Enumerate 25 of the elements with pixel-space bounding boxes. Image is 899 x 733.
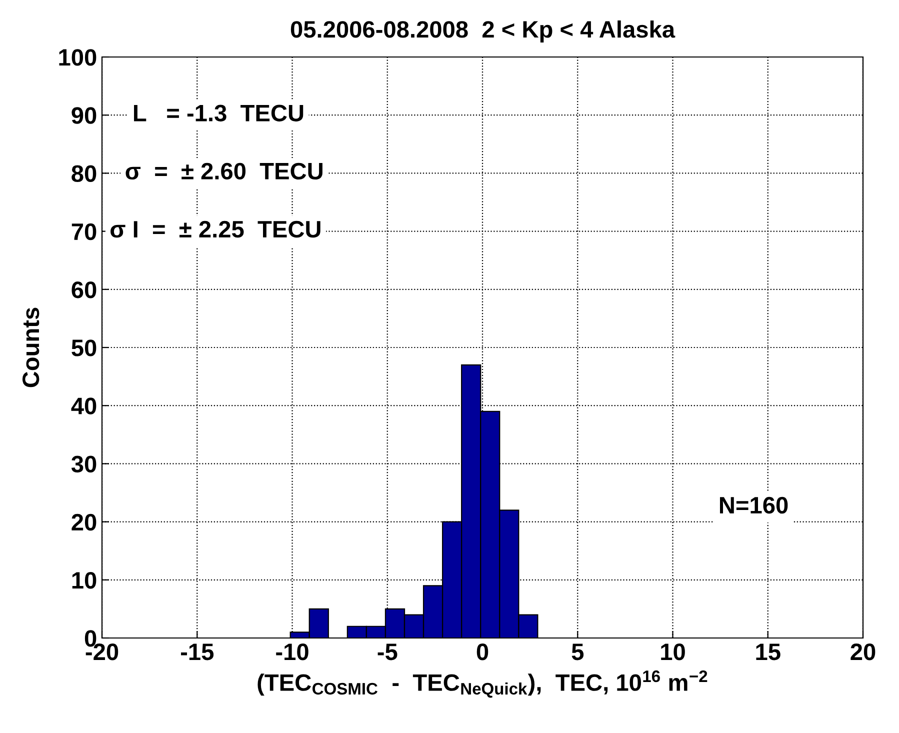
y-tick-label: 10 (72, 572, 96, 589)
y-tick-label: 50 (72, 340, 96, 356)
x-tick-label: 0 (476, 643, 488, 660)
y-tick-label: 100 (59, 49, 96, 66)
annotation: L = -1.3 TECU (134, 104, 304, 122)
chart-title: 05.2006-08.2008 2 < Kp < 4 Alaska (290, 20, 676, 42)
x-axis-title: (TEC$_{COSMIC}$ - TEC$_{NeQuick}$), TEC, 10$^{16}$ m$^{−2}$ (258, 670, 708, 698)
x-tick-label: -5 (378, 644, 398, 660)
annotation: σ = ± 2.60 TECU (126, 162, 322, 180)
y-tick-label: 60 (72, 281, 96, 298)
y-tick-label: 80 (72, 165, 96, 182)
x-tick-label: -10 (276, 643, 308, 660)
x-tick-label: -15 (180, 644, 214, 660)
x-tick-label: 15 (756, 644, 780, 660)
x-tick-label: 20 (850, 643, 876, 660)
y-axis-title: Counts (22, 308, 40, 388)
y-tick-label: 40 (71, 398, 96, 414)
x-tick-label: 10 (661, 643, 685, 660)
y-tick-label: 20 (72, 514, 96, 531)
annotation: N=160 (720, 496, 788, 514)
x-tick-label: 5 (572, 644, 584, 660)
y-tick-label: 90 (72, 107, 96, 124)
annotation: σ I = ± 2.25 TECU (110, 220, 320, 238)
y-tick-label: 30 (71, 456, 96, 473)
y-tick-label: 70 (72, 223, 96, 240)
